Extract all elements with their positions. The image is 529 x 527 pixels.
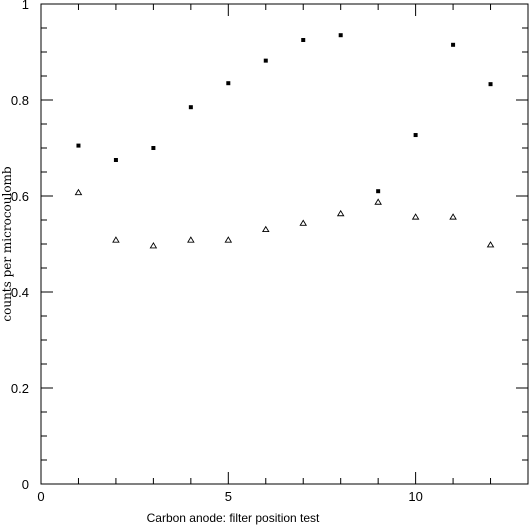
square-marker <box>76 143 81 148</box>
triangle-marker <box>74 188 83 196</box>
y-tick-label: 0.4 <box>11 285 29 300</box>
tick-labels: 0 5 10 0 0.2 0.4 0.6 0.8 1 <box>11 0 423 504</box>
triangle-marker <box>224 236 233 243</box>
triangle-marker <box>411 213 420 220</box>
triangle-marker <box>449 213 457 220</box>
triangle-marker <box>261 225 270 233</box>
triangle-marker <box>486 241 495 248</box>
triangle-marker <box>336 209 345 217</box>
square-marker <box>488 82 493 87</box>
triangle-marker <box>374 198 382 205</box>
square-marker <box>188 105 193 110</box>
plot-frame <box>40 3 529 485</box>
square-marker <box>226 81 231 86</box>
x-axis-label: Carbon anode: filter position test <box>147 511 320 525</box>
y-tick-label: 0.6 <box>11 189 29 204</box>
triangle-marker <box>149 242 158 249</box>
x-tick-label: 0 <box>37 489 44 504</box>
square-marker <box>263 58 268 63</box>
triangle-marker <box>187 236 195 243</box>
axis-ticks <box>40 3 529 485</box>
data-markers <box>74 33 495 249</box>
triangle-marker <box>112 236 120 243</box>
square-marker <box>376 189 381 194</box>
y-axis-label: counts per microcoulomb <box>0 166 14 322</box>
triangle-marker <box>299 219 308 226</box>
square-marker <box>338 33 343 38</box>
square-marker <box>413 133 418 138</box>
square-marker <box>113 158 118 162</box>
y-tick-label: 0 <box>22 477 29 492</box>
x-tick-label: 5 <box>225 489 232 504</box>
x-tick-label: 10 <box>408 489 422 504</box>
y-tick-label: 0.8 <box>11 93 29 108</box>
y-tick-label: 1 <box>22 0 29 12</box>
square-marker <box>301 38 306 42</box>
y-tick-label: 0.2 <box>11 381 29 396</box>
square-marker <box>451 42 456 47</box>
square-marker <box>151 146 156 150</box>
